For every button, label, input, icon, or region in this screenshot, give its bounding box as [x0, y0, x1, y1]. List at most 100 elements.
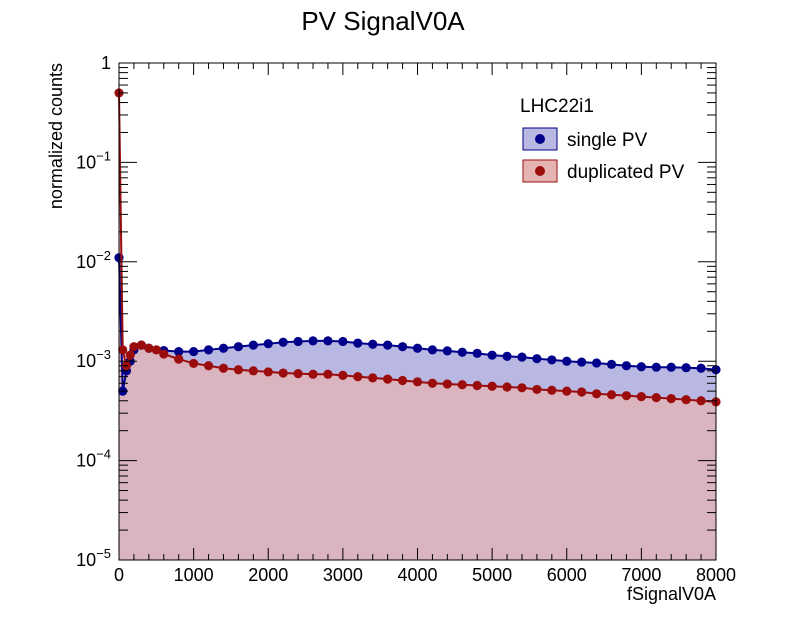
data-point: [592, 358, 602, 368]
data-point: [427, 378, 438, 388]
data-point: [248, 340, 258, 350]
data-point: [368, 373, 378, 383]
data-point: [532, 354, 542, 364]
x-tick-label: 3000: [323, 565, 363, 585]
data-point: [562, 386, 572, 396]
data-point: [547, 385, 557, 395]
data-point: [383, 340, 393, 350]
data-point: [308, 336, 318, 346]
data-point: [323, 336, 333, 346]
legend: LHC22i1 single PV duplicated PV: [520, 96, 685, 183]
x-tick-label: 5000: [472, 565, 512, 585]
data-point: [368, 339, 378, 349]
data-point: [203, 345, 214, 355]
y-tick-label: 10−1: [76, 148, 111, 172]
data-point: [427, 345, 438, 355]
data-point: [397, 342, 408, 352]
y-tick-label: 10−2: [76, 248, 111, 272]
x-tick-label: 8000: [696, 565, 736, 585]
data-point: [517, 352, 527, 362]
data-point: [666, 362, 676, 372]
data-point: [651, 362, 661, 372]
data-point: [125, 350, 135, 360]
data-point: [681, 363, 691, 373]
data-point: [397, 375, 408, 386]
axes: 0 1000 2000 3000 4000 5000 6000 7000 8000 1 10−1 10…: [76, 53, 736, 585]
data-point: [636, 392, 646, 402]
data-point: [532, 384, 542, 395]
data-point: [621, 391, 632, 401]
data-point: [218, 343, 229, 353]
data-point: [338, 370, 348, 380]
data-point: [457, 347, 467, 357]
data-point: [606, 390, 617, 400]
data-point: [233, 365, 243, 375]
data-point: [189, 358, 199, 369]
data-point: [151, 345, 161, 355]
data-point: [651, 393, 661, 403]
x-tick-label: 1000: [174, 565, 214, 585]
data-point: [412, 377, 423, 387]
x-axis-label: fSignalV0A: [627, 584, 716, 604]
chart-title: PV SignalV0A: [301, 6, 465, 36]
y-axis-label: normalized counts: [46, 63, 66, 209]
data-point: [487, 350, 497, 360]
legend-label-duplicated-pv: duplicated PV: [567, 162, 685, 183]
data-point: [606, 359, 617, 369]
data-point: [502, 351, 512, 361]
data-point: [577, 387, 587, 397]
data-point: [263, 367, 273, 377]
data-point: [293, 336, 303, 347]
x-tick-label: 2000: [248, 565, 288, 585]
data-point: [353, 338, 363, 348]
data-point: [562, 356, 572, 366]
x-tick-label: 0: [114, 565, 124, 585]
data-point: [353, 371, 363, 382]
data-point: [487, 381, 497, 391]
data-point: [621, 361, 632, 371]
data-point: [136, 340, 146, 350]
legend-marker-duplicated-pv: [535, 166, 545, 176]
x-tick-label: 7000: [621, 565, 661, 585]
data-point: [118, 345, 128, 355]
data-point: [696, 396, 706, 406]
data-point: [577, 357, 587, 367]
y-tick-label: 10−3: [76, 347, 111, 371]
data-point: [278, 368, 288, 378]
data-point: [412, 343, 423, 353]
data-point: [203, 361, 214, 371]
data-point: [129, 342, 139, 352]
x-tick-label: 6000: [547, 565, 587, 585]
data-point: [442, 379, 452, 389]
data-point: [517, 383, 527, 393]
legend-entry-duplicated-pv: duplicated PV: [522, 159, 685, 183]
histogram-fill-layer: [119, 92, 716, 561]
data-point: [338, 336, 348, 347]
data-point: [681, 395, 691, 405]
y-tick-label: 10−5: [76, 546, 111, 570]
data-point: [159, 349, 169, 359]
legend-header: LHC22i1: [520, 96, 594, 117]
data-point: [174, 354, 184, 364]
legend-entry-single-pv: single PV: [522, 127, 648, 151]
data-point: [636, 362, 646, 372]
data-point: [174, 346, 184, 357]
data-point: [233, 342, 243, 352]
data-point: [442, 346, 452, 356]
data-point: [278, 337, 288, 347]
y-tick-label: 10−4: [76, 447, 111, 471]
data-point: [457, 380, 467, 390]
data-point: [547, 355, 557, 365]
data-point: [144, 343, 154, 353]
x-tick-label: 4000: [397, 565, 437, 585]
data-point: [189, 346, 199, 357]
data-point: [696, 363, 706, 373]
data-point: [666, 394, 676, 404]
data-point: [248, 366, 258, 376]
legend-label-single-pv: single PV: [567, 130, 648, 151]
data-point: [472, 380, 482, 391]
series-layer: [114, 88, 721, 407]
data-point: [263, 339, 273, 349]
legend-marker-single-pv: [535, 134, 545, 144]
